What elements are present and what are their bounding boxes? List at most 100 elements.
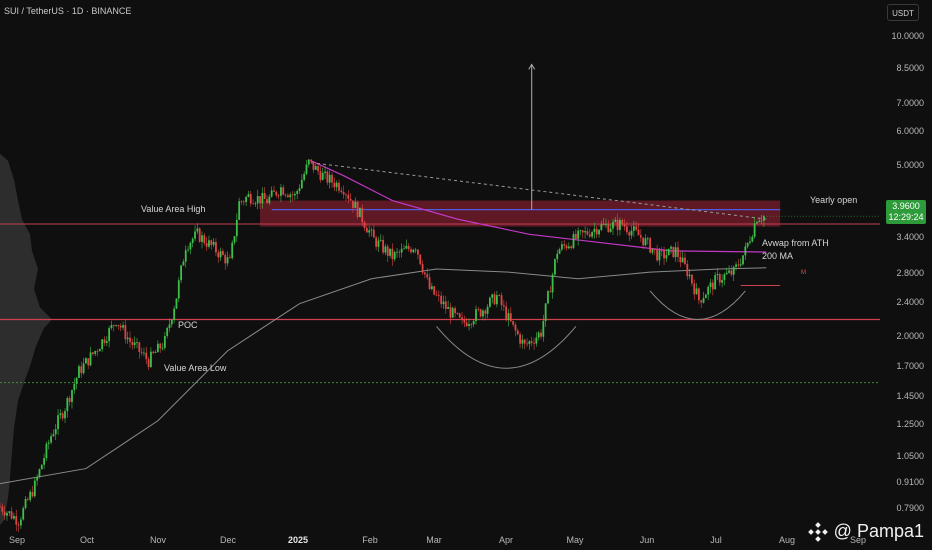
- watermark: @ Pampa1: [807, 521, 924, 542]
- candle-body: [700, 300, 703, 303]
- descending-trendline: [311, 162, 767, 220]
- candle-body: [280, 187, 282, 196]
- candle-body: [356, 201, 359, 218]
- candle-body: [242, 201, 245, 203]
- candle-body: [695, 288, 698, 295]
- candle-body: [372, 229, 375, 238]
- candle-body: [6, 512, 8, 516]
- candle-body: [672, 246, 675, 258]
- candle-body: [756, 221, 758, 224]
- candle-body: [430, 286, 433, 290]
- candle-body: [263, 192, 266, 200]
- candle-body: [410, 249, 412, 253]
- candle-body: [475, 309, 477, 322]
- candle-body: [152, 351, 155, 353]
- candle-body: [124, 325, 127, 340]
- candle-body: [563, 244, 566, 246]
- x-tick-label: Apr: [498, 535, 514, 545]
- candle-body: [231, 242, 234, 258]
- rounding-bottom-arc: [436, 326, 577, 369]
- candle-body: [758, 220, 761, 222]
- candle-body: [577, 230, 580, 239]
- candle-body: [345, 194, 347, 196]
- candle-body: [326, 171, 329, 183]
- candle-body: [342, 192, 345, 195]
- x-tick-label: Dec: [219, 535, 237, 545]
- candle-body: [677, 247, 679, 257]
- currency-button[interactable]: USDT: [887, 4, 919, 21]
- candle-body: [763, 216, 765, 221]
- candle-body: [482, 310, 484, 317]
- candle-body: [384, 246, 387, 253]
- candle-body: [300, 179, 303, 189]
- candle-body: [519, 334, 522, 344]
- candle-body: [166, 327, 169, 337]
- candle-body: [333, 182, 336, 188]
- candle-body: [644, 238, 647, 246]
- candle-body: [8, 511, 11, 513]
- candle-body: [723, 274, 726, 281]
- red-marker-label: M: [801, 270, 806, 276]
- candle-body: [435, 294, 438, 296]
- candle-body: [521, 339, 524, 344]
- candle-body: [477, 309, 480, 311]
- candle-body: [252, 203, 254, 205]
- candle-body: [328, 174, 331, 183]
- candle-body: [54, 429, 57, 435]
- candle-body: [461, 317, 463, 320]
- candle-body: [215, 241, 217, 253]
- x-tick-label: Jun: [639, 535, 655, 545]
- candle-body: [177, 280, 180, 299]
- candle-body: [744, 246, 747, 256]
- candle-body: [187, 249, 189, 251]
- candle-body: [656, 249, 658, 261]
- candle-body: [714, 275, 717, 290]
- candle-body: [43, 458, 46, 465]
- candle-body: [256, 196, 259, 204]
- candle-body: [421, 264, 424, 273]
- candle-body: [340, 190, 343, 193]
- candle-body: [630, 230, 633, 236]
- yearly-open-label: Yearly open: [810, 195, 858, 205]
- candle-body: [651, 249, 654, 253]
- candle-body: [635, 226, 638, 230]
- candle-body: [254, 203, 257, 205]
- candle-body: [203, 235, 206, 244]
- poc-label: POC: [178, 320, 198, 330]
- candle-body: [742, 255, 744, 265]
- candle-body: [78, 366, 80, 378]
- candle-body: [574, 234, 577, 239]
- candle-body: [377, 240, 380, 247]
- candle-body: [284, 194, 287, 196]
- candle-body: [537, 332, 540, 338]
- candle-body: [389, 248, 391, 256]
- candle-body: [110, 325, 113, 329]
- candle-body: [268, 196, 271, 204]
- candle-body: [600, 224, 603, 230]
- candle-body: [702, 298, 705, 303]
- candle-body: [71, 390, 73, 402]
- candle-body: [609, 228, 612, 232]
- candle-body: [205, 243, 208, 247]
- candle-body: [217, 252, 220, 258]
- candle-body: [751, 236, 754, 242]
- candle-body: [212, 241, 215, 245]
- candle-body: [57, 415, 59, 430]
- candle-body: [549, 291, 552, 293]
- candle-body: [91, 352, 94, 354]
- current-price-badge: 3.9600 12:29:24: [886, 200, 926, 224]
- candle-body: [24, 499, 27, 509]
- candle-body: [222, 251, 224, 255]
- candle-body: [505, 306, 508, 320]
- candle-body: [140, 351, 143, 353]
- candle-body: [718, 274, 721, 283]
- candle-body: [175, 298, 178, 309]
- candle-body: [663, 250, 665, 259]
- candle-body: [632, 226, 635, 231]
- candle-body: [424, 272, 426, 275]
- candle-body: [556, 253, 559, 260]
- candle-body: [173, 308, 176, 320]
- candle-body: [68, 398, 71, 402]
- candle-body: [228, 257, 231, 259]
